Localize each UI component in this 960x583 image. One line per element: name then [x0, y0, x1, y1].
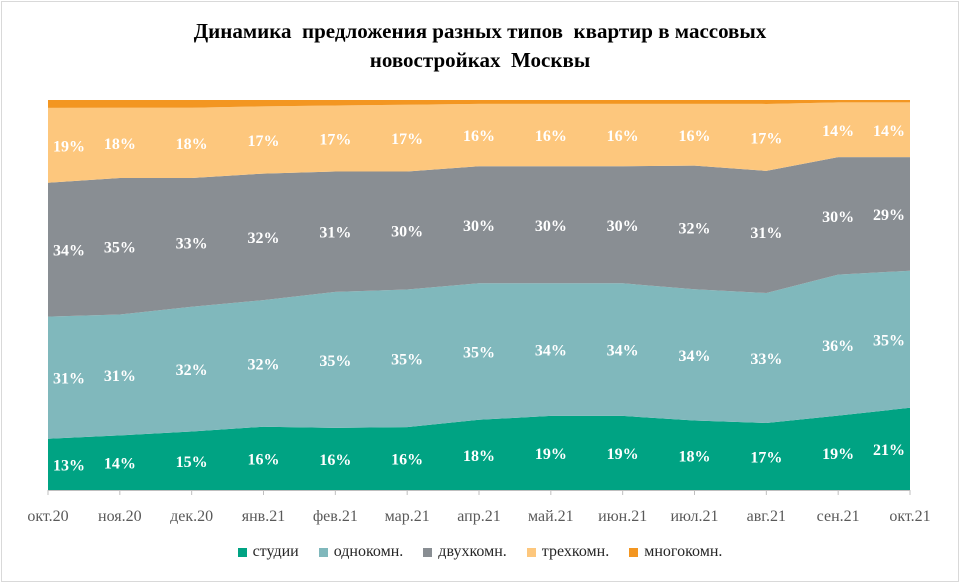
data-label: 32%: [248, 230, 280, 247]
chart-legend: студии однокомн. двухкомн. трехкомн. многоко…: [0, 543, 960, 561]
data-label: 34%: [679, 348, 711, 365]
x-tick-label: окт.21: [889, 508, 930, 525]
data-label: 35%: [319, 353, 351, 370]
legend-label: трехкомн.: [541, 543, 610, 560]
data-label: 34%: [607, 343, 639, 360]
data-label: 35%: [873, 332, 905, 349]
area-series-4: [48, 102, 910, 183]
data-label: 14%: [104, 456, 136, 473]
chart-title-line-1: Динамика предложения разных типов кварти…: [193, 19, 767, 43]
legend-label: студии: [252, 543, 299, 560]
area-series-1: [48, 407, 910, 490]
data-label: 33%: [176, 235, 208, 252]
data-label: 19%: [822, 446, 854, 463]
data-label: 32%: [679, 220, 711, 237]
area-series-2: [48, 270, 910, 439]
data-label: 17%: [750, 130, 782, 147]
data-label: 30%: [463, 218, 495, 235]
data-label: 18%: [104, 136, 136, 153]
data-label: 31%: [104, 368, 136, 385]
x-tick-label: ноя.20: [98, 508, 142, 525]
data-label: 14%: [822, 123, 854, 140]
data-label: 16%: [248, 451, 280, 468]
data-label: 34%: [535, 343, 567, 360]
legend-label: многокомн.: [644, 543, 723, 560]
legend-label: однокомн.: [333, 543, 404, 560]
data-label: 21%: [873, 442, 905, 459]
x-tick-label: май.21: [528, 508, 574, 525]
x-tick-label: мар.21: [385, 508, 430, 525]
data-label: 31%: [53, 371, 85, 388]
x-tick-label: дек.20: [170, 508, 213, 525]
data-label: 36%: [822, 338, 854, 355]
x-tick-label: сен.21: [817, 508, 860, 525]
x-tick-label: янв.21: [242, 508, 285, 525]
area-series-3: [48, 157, 910, 317]
data-label: 19%: [535, 446, 567, 463]
data-label: 19%: [607, 446, 639, 463]
data-label: 29%: [873, 207, 905, 224]
data-label: 30%: [822, 209, 854, 226]
chart-title: Динамика предложения разных типов кварти…: [0, 17, 960, 75]
data-label: 35%: [391, 351, 423, 368]
legend-label: двухкомн.: [438, 543, 507, 560]
legend-item: однокомн.: [318, 543, 404, 561]
data-label: 34%: [53, 243, 85, 260]
data-label: 14%: [873, 123, 905, 140]
data-label: 16%: [679, 128, 711, 145]
data-label: 19%: [53, 138, 85, 155]
data-label: 35%: [104, 239, 136, 256]
x-tick-label: июн.21: [598, 508, 647, 525]
data-label: 30%: [607, 218, 639, 235]
area-series-5: [48, 100, 910, 108]
data-label: 17%: [391, 131, 423, 148]
legend-swatch: [526, 547, 536, 557]
data-label: 30%: [391, 224, 423, 241]
data-label: 30%: [535, 218, 567, 235]
x-tick-label: окт.20: [27, 508, 68, 525]
legend-swatch: [423, 547, 433, 557]
data-label: 16%: [607, 128, 639, 145]
data-label: 18%: [463, 448, 495, 465]
legend-item: студии: [237, 543, 299, 561]
data-label: 16%: [319, 452, 351, 469]
data-label: 32%: [176, 362, 208, 379]
legend-swatch: [237, 547, 247, 557]
x-tick-label: июл.21: [670, 508, 718, 525]
data-label: 31%: [750, 225, 782, 242]
data-label: 13%: [53, 457, 85, 474]
data-label: 17%: [319, 131, 351, 148]
data-label: 18%: [176, 136, 208, 153]
legend-item: трехкомн.: [526, 543, 610, 561]
x-tick-label: авг.21: [747, 508, 786, 525]
data-label: 16%: [391, 452, 423, 469]
data-label: 17%: [750, 450, 782, 467]
data-label: 32%: [248, 356, 280, 373]
x-tick-label: фев.21: [313, 508, 358, 525]
data-label: 16%: [535, 128, 567, 145]
data-label: 18%: [679, 448, 711, 465]
data-label: 35%: [463, 345, 495, 362]
legend-item: многокомн.: [629, 543, 722, 561]
legend-swatch: [629, 547, 639, 557]
data-label: 15%: [176, 454, 208, 471]
data-label: 17%: [248, 133, 280, 150]
chart-title-line-2: новостройках Москвы: [369, 48, 591, 72]
legend-item: двухкомн.: [423, 543, 507, 561]
data-label: 33%: [750, 351, 782, 368]
legend-swatch: [318, 547, 328, 557]
x-tick-label: апр.21: [457, 508, 500, 525]
data-label: 16%: [463, 128, 495, 145]
data-label: 31%: [319, 225, 351, 242]
